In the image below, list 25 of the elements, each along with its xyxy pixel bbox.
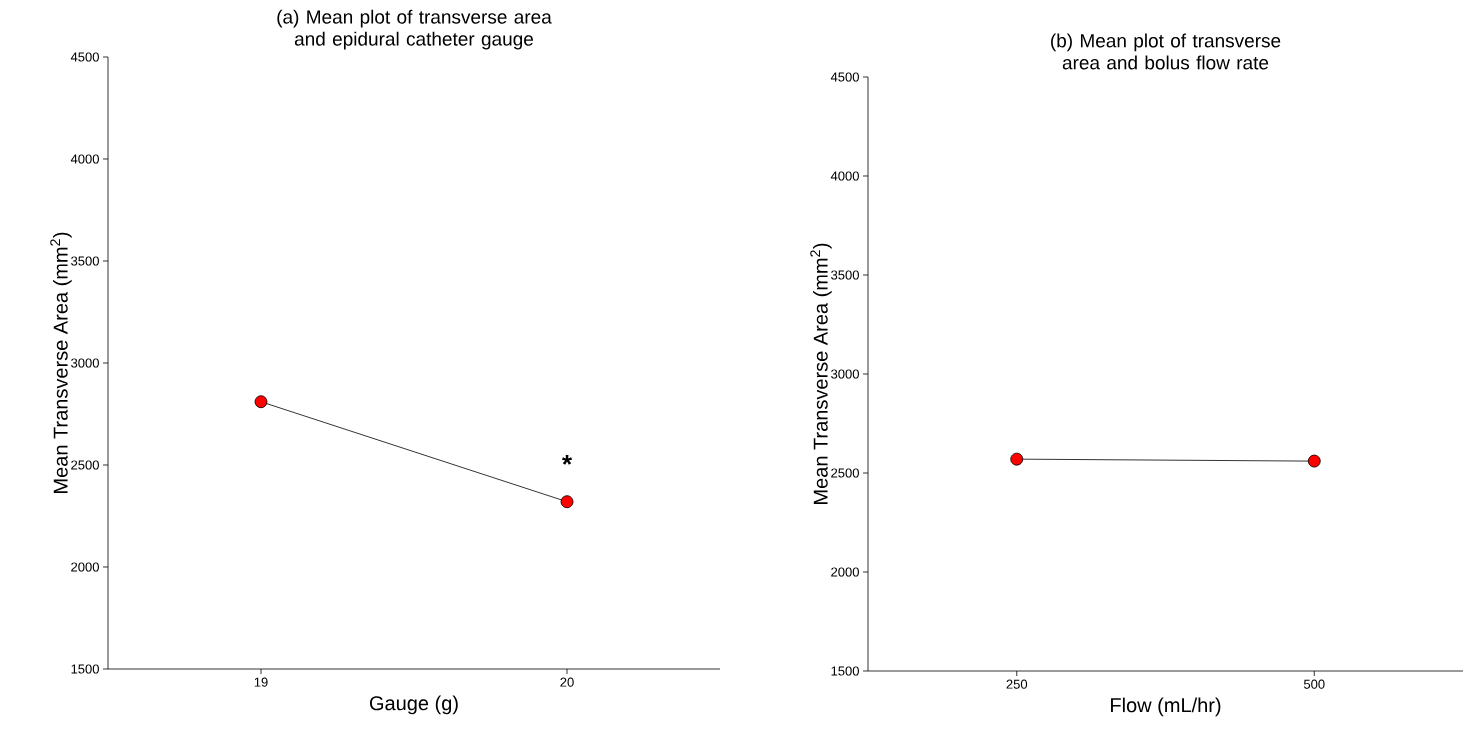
y-tick-label: 2000 [831,567,859,577]
x-tick-label: 20 [560,677,574,687]
y-tick-label: 1500 [71,664,99,674]
y-tick-label: 2500 [71,460,99,470]
y-axis-title: Mean Transverse Area (mm$^{2}$) [50,232,72,493]
x-axis-title: Gauge (g) [369,695,458,715]
y-tick-label: 3500 [831,270,859,280]
x-tick-label: 250 [1006,679,1028,689]
y-tick-label: 4500 [830,72,859,82]
y-tick-label: 3000 [831,369,859,379]
y-tick-label: 1500 [831,666,859,676]
y-axis-title: Mean Transverse Area (mm$^{2}$) [810,243,832,504]
y-tick-label: 4000 [830,171,859,181]
x-tick-label: 19 [254,677,268,687]
y-tick-label: 4500 [70,52,99,62]
y-tick-label: 3500 [71,256,99,266]
x-tick-label: 500 [1303,679,1325,689]
annotation: * [562,455,573,465]
chart-title: (b) Mean plot of transverse area and bolus flow rate [1051,33,1281,70]
x-axis-title: Flow (mL/hr) [1111,697,1221,717]
y-tick-label: 2500 [831,468,859,478]
y-tick-label: 2000 [71,562,99,572]
y-tick-label: 4000 [70,154,99,164]
y-tick-label: 3000 [71,358,99,368]
chart-title: (a) Mean plot of transverse area and epidural catheter gauge [277,9,552,50]
